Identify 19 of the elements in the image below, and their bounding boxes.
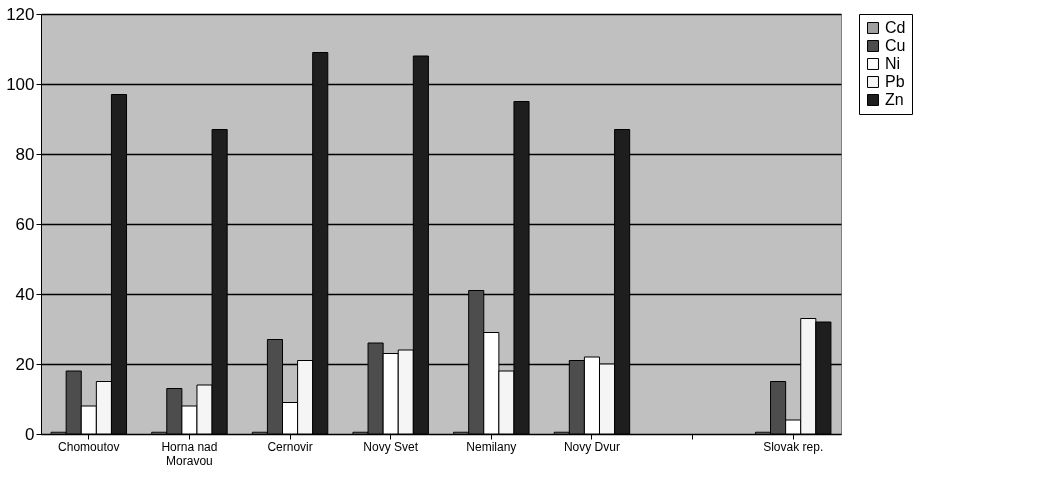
- x-tick-label: Chomoutov: [58, 439, 120, 454]
- x-tick-label: Novy Svet: [363, 439, 419, 454]
- x-tick-label: Slovak rep.: [763, 439, 824, 454]
- y-tick-label: 120: [6, 4, 35, 24]
- legend-label: Zn: [885, 91, 904, 108]
- x-tick-label: Novy Dvur: [563, 439, 620, 454]
- y-tick-label: 80: [15, 144, 35, 164]
- y-tick-label: 100: [6, 74, 35, 94]
- legend-label: Cu: [885, 37, 906, 54]
- y-tick-label: 20: [15, 354, 35, 374]
- x-tick-label: Horna nad Moravou: [161, 439, 218, 468]
- y-tick-label: 0: [25, 424, 35, 444]
- legend-label: Cd: [885, 19, 906, 36]
- y-tick-label: 60: [15, 214, 35, 234]
- legend-label: Pb: [885, 73, 905, 90]
- x-tick-label: Cernovir: [267, 439, 313, 454]
- y-tick-label: 40: [15, 284, 35, 304]
- x-tick-label: Nemilany: [466, 439, 517, 454]
- legend-label: Ni: [885, 55, 901, 72]
